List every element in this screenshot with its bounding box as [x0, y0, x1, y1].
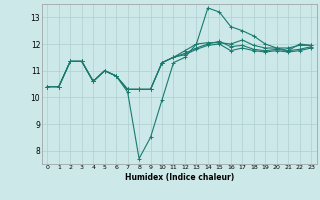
- X-axis label: Humidex (Indice chaleur): Humidex (Indice chaleur): [124, 173, 234, 182]
